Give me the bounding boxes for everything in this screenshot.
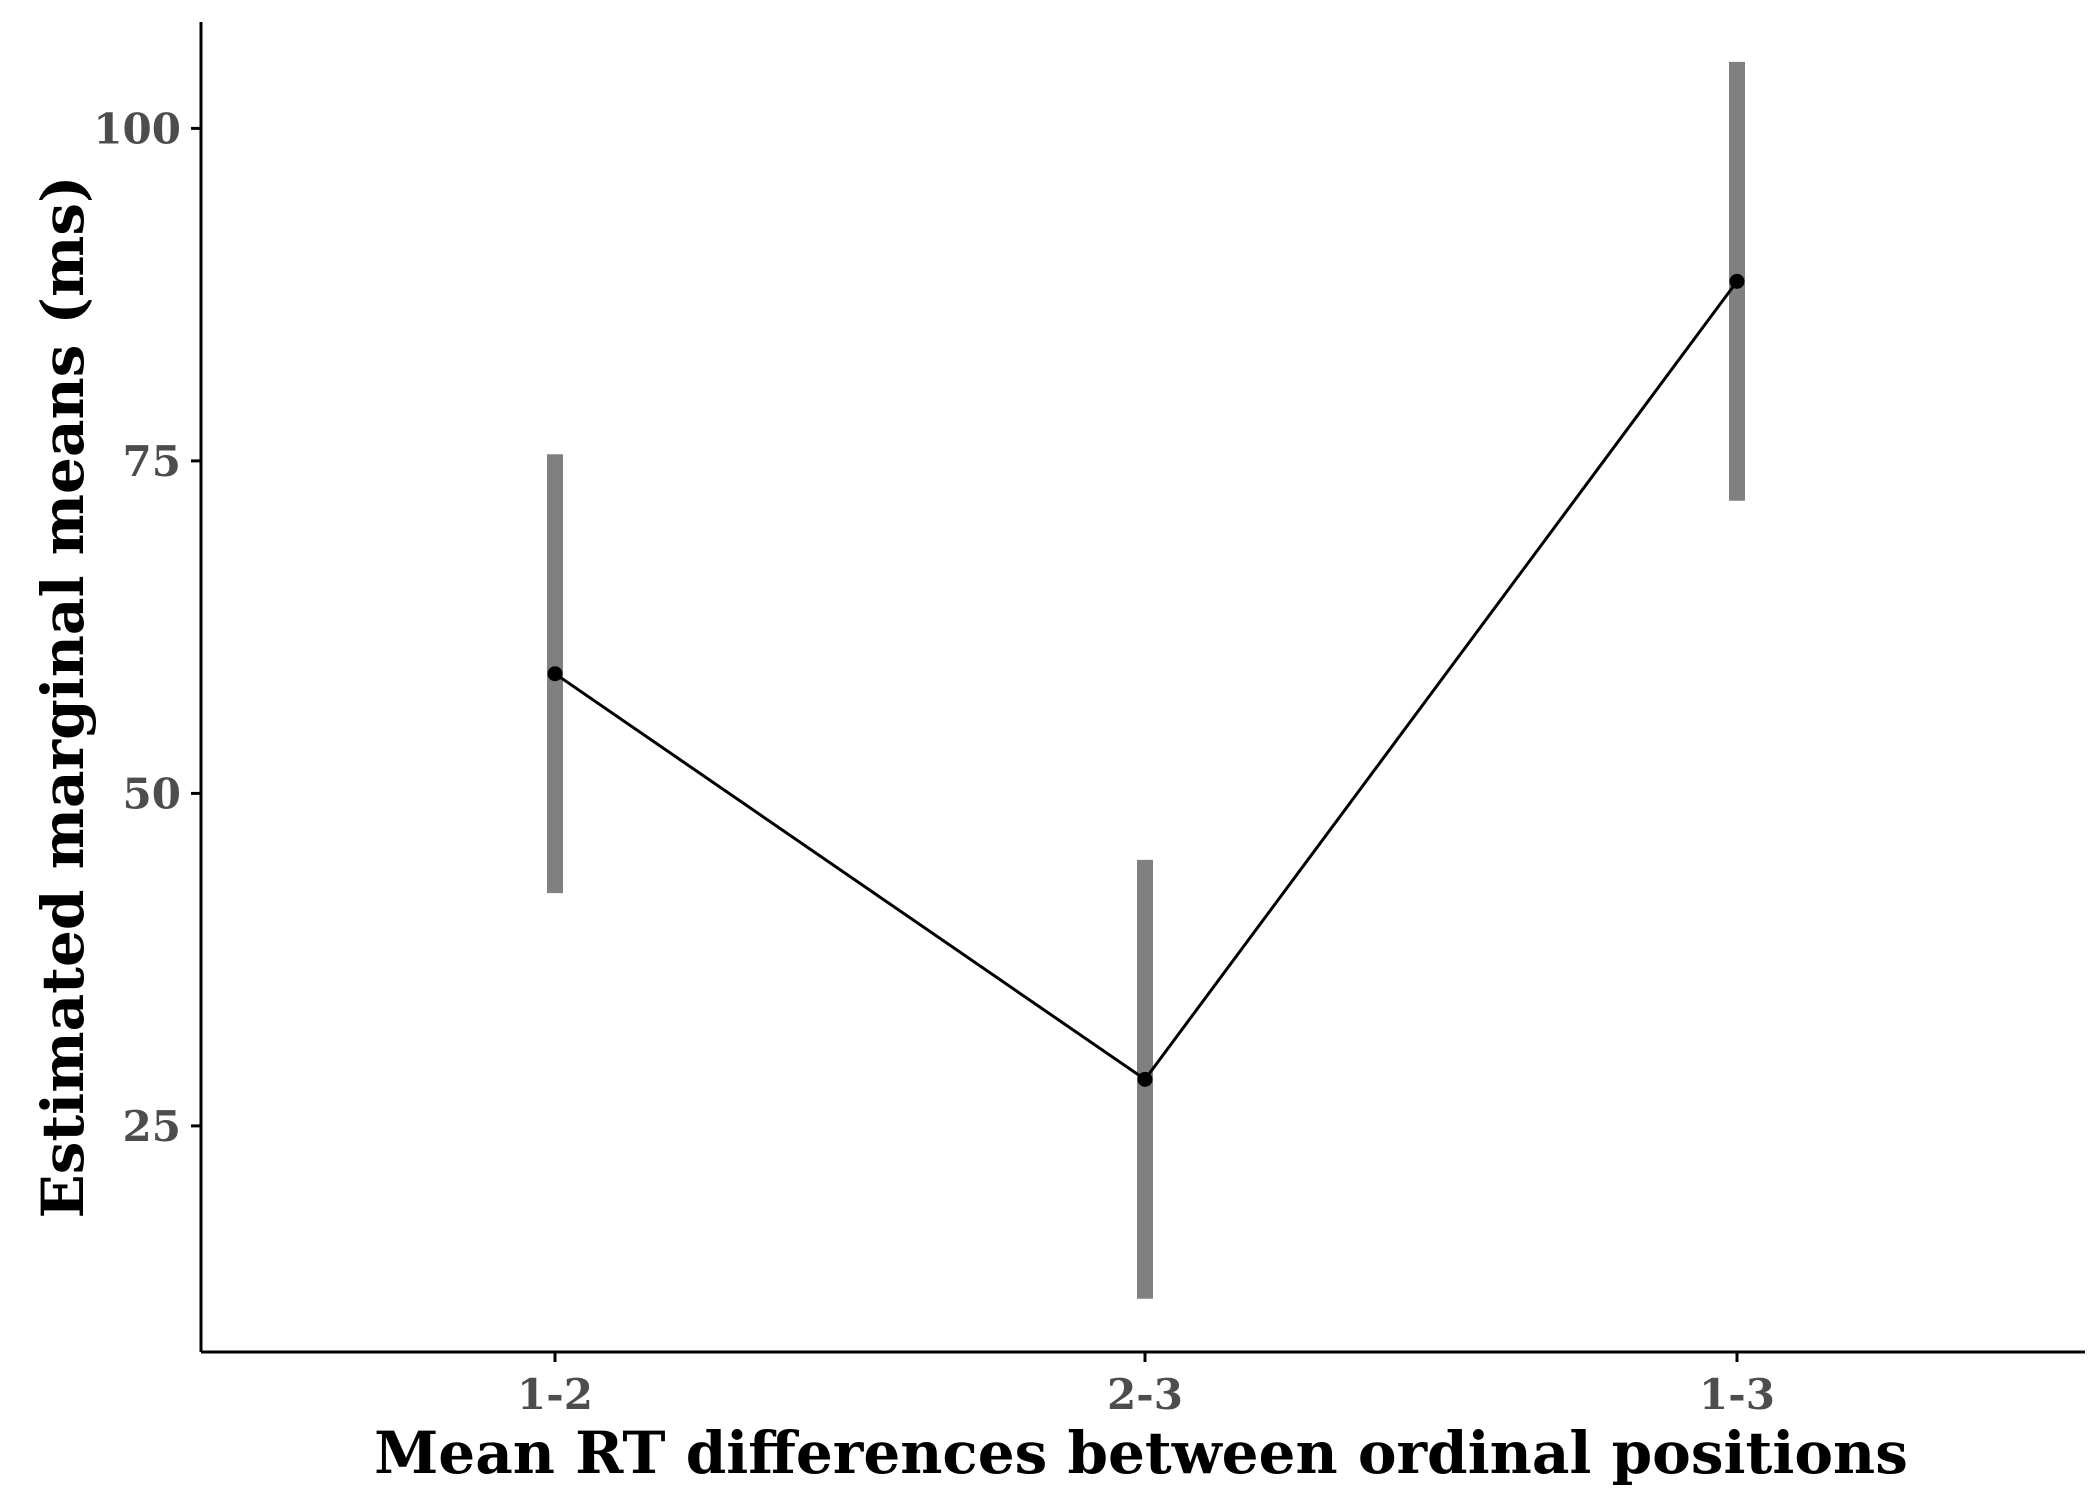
y-ticks: 25 50 75 100 xyxy=(93,104,201,1151)
y-axis-title: Estimated marginal means (ms) xyxy=(29,176,97,1219)
data-point xyxy=(1137,1071,1153,1087)
x-axis-title: Mean RT differences between ordinal posi… xyxy=(374,1419,1908,1487)
x-ticks: 1-2 2-3 1-3 xyxy=(517,1352,1775,1419)
x-tick-label: 2-3 xyxy=(1107,1370,1183,1419)
points xyxy=(547,273,1745,1087)
y-tick-label: 25 xyxy=(123,1102,181,1151)
x-tick-label: 1-3 xyxy=(1699,1370,1775,1419)
errorbars xyxy=(547,61,1745,1299)
data-point xyxy=(547,666,563,682)
x-tick-label: 1-2 xyxy=(517,1370,593,1419)
y-tick-label: 50 xyxy=(123,769,181,818)
axes xyxy=(199,22,2085,1354)
y-tick-label: 75 xyxy=(123,437,181,486)
y-tick-label: 100 xyxy=(93,104,181,153)
data-point xyxy=(1729,273,1745,289)
